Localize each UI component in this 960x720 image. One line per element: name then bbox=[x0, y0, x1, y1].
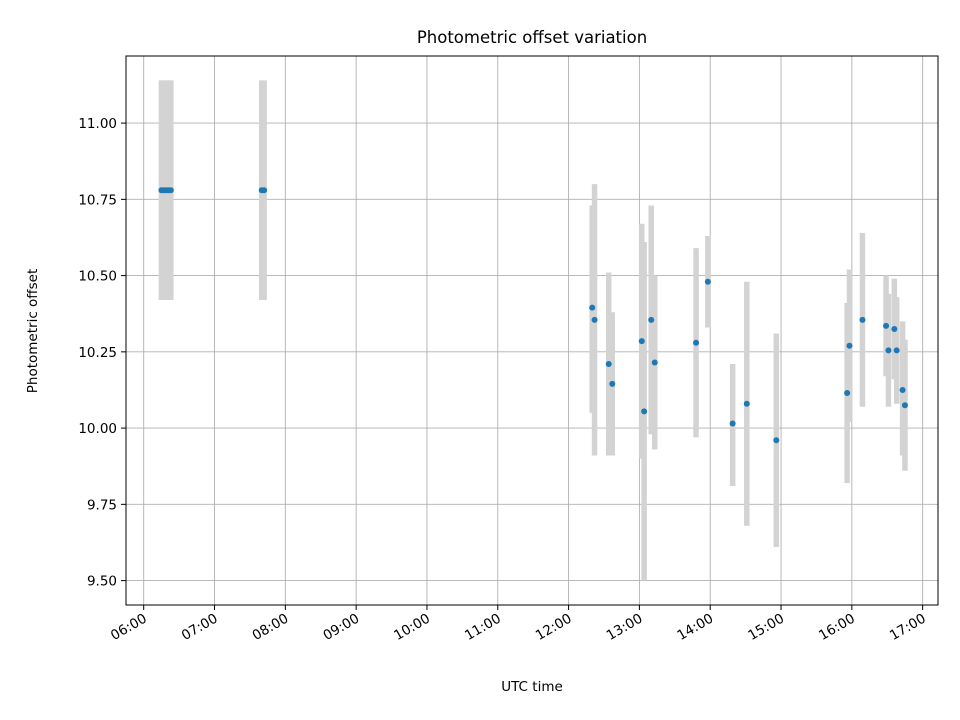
x-axis-label: UTC time bbox=[501, 679, 563, 695]
y-tick-label: 10.00 bbox=[78, 421, 117, 437]
data-point bbox=[729, 420, 736, 427]
y-tick-label: 9.75 bbox=[87, 497, 117, 513]
chart-title: Photometric offset variation bbox=[417, 28, 647, 47]
data-point bbox=[899, 386, 906, 393]
point-layer bbox=[158, 187, 908, 444]
data-point bbox=[885, 347, 892, 354]
plot-frame bbox=[125, 55, 939, 606]
y-tick-label: 10.25 bbox=[78, 345, 117, 361]
data-point bbox=[589, 304, 596, 311]
data-point bbox=[261, 187, 268, 194]
y-axis-label: Photometric offset bbox=[25, 269, 41, 393]
data-point bbox=[901, 402, 908, 409]
data-point bbox=[638, 338, 645, 345]
y-tick-label: 10.50 bbox=[78, 269, 117, 285]
data-point bbox=[743, 400, 750, 407]
y-axis: 9.50 9.75 10.00 10.25 10.50 10.75 11.00 bbox=[78, 116, 126, 590]
data-point bbox=[844, 390, 851, 397]
data-point bbox=[651, 359, 658, 366]
y-tick-label: 9.50 bbox=[87, 574, 117, 590]
data-point bbox=[704, 278, 711, 285]
data-point bbox=[641, 408, 648, 415]
data-point bbox=[591, 316, 598, 323]
data-point bbox=[648, 316, 655, 323]
data-point bbox=[893, 347, 900, 354]
data-point bbox=[846, 342, 853, 349]
data-point bbox=[167, 187, 174, 194]
y-tick-label: 11.00 bbox=[78, 116, 117, 132]
data-point bbox=[609, 380, 616, 387]
data-point bbox=[605, 361, 612, 368]
data-point bbox=[773, 437, 780, 444]
data-point bbox=[859, 316, 866, 323]
data-point bbox=[891, 325, 898, 332]
data-point bbox=[883, 322, 890, 329]
y-tick-label: 10.75 bbox=[78, 192, 117, 208]
data-point bbox=[693, 339, 700, 346]
